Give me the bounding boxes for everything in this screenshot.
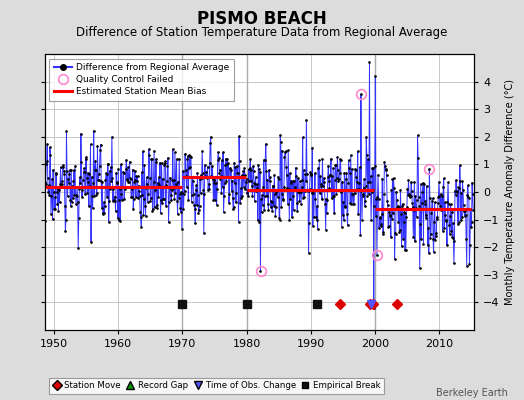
Legend: Difference from Regional Average, Quality Control Failed, Estimated Station Mean: Difference from Regional Average, Qualit… — [49, 58, 234, 101]
Y-axis label: Monthly Temperature Anomaly Difference (°C): Monthly Temperature Anomaly Difference (… — [505, 79, 515, 305]
Text: Difference of Station Temperature Data from Regional Average: Difference of Station Temperature Data f… — [77, 26, 447, 39]
Text: Berkeley Earth: Berkeley Earth — [436, 388, 508, 398]
Legend: Station Move, Record Gap, Time of Obs. Change, Empirical Break: Station Move, Record Gap, Time of Obs. C… — [49, 378, 384, 394]
Text: PISMO BEACH: PISMO BEACH — [197, 10, 327, 28]
